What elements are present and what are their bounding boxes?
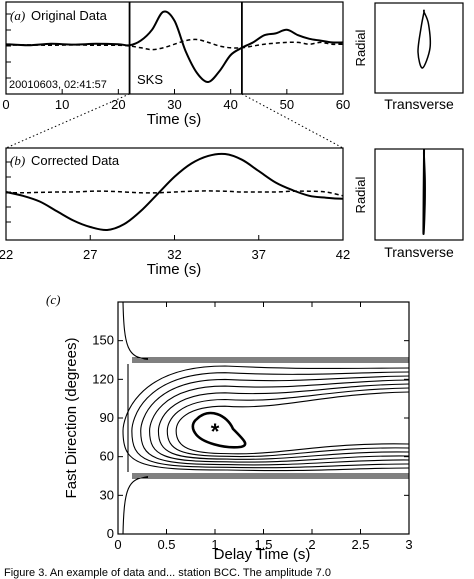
- contour-line: [131, 371, 410, 469]
- panel-c-y-label: Fast Direction (degrees): [63, 338, 80, 499]
- x-tick-label: 27: [83, 247, 97, 262]
- x-tick-label: 0.5: [157, 537, 175, 552]
- panel-a-transverse-trace: [5, 38, 344, 51]
- contour-line: [122, 365, 410, 472]
- contour-line: [149, 379, 410, 463]
- y-tick-label: 30: [100, 487, 114, 502]
- contour-line: [157, 383, 410, 460]
- panel-b-letter: (b): [10, 153, 25, 168]
- panel-b-radial-trace: [5, 152, 344, 232]
- panel-a-particle-motion: Radial Transverse: [353, 2, 464, 112]
- panel-b-x-label: Time (s): [147, 261, 201, 278]
- panel-b-particle-motion: Radial Transverse: [353, 148, 464, 260]
- panel-a: 0 10 20 30 40 50 60 (a) Original Data 20010603…: [2, 1, 350, 128]
- inset-a-y-label: Radial: [353, 29, 368, 66]
- contour-line: [122, 301, 149, 360]
- inset-b-motion-curve: [422, 148, 426, 235]
- panel-a-radial-trace: [5, 10, 344, 83]
- contour-line: [175, 391, 410, 455]
- panel-a-x-ticks: 0 10 20 30 40 50 60: [2, 13, 350, 112]
- inset-a-motion-curve: [417, 9, 432, 69]
- panel-c: 0 0.5 1 1.5 2 2.5 3 0 30 60 90 120 150 * (c) Delay …: [46, 292, 413, 563]
- panel-a-x-label: Time (s): [147, 111, 201, 128]
- x-tick-label: 0: [2, 97, 9, 112]
- x-tick-label: 3: [405, 537, 412, 552]
- panel-b-x-ticks: 22 27 32 37 42: [0, 161, 350, 262]
- x-tick-label: 40: [223, 97, 237, 112]
- y-tick-label: 0: [107, 526, 114, 541]
- sks-phase-label: SKS: [137, 72, 163, 87]
- inset-a-frame: [374, 2, 464, 94]
- x-tick-label: 2: [308, 537, 315, 552]
- x-tick-label: 10: [55, 97, 69, 112]
- panel-c-x-label: Delay Time (s): [214, 546, 311, 563]
- panel-c-y-ticks: 0 30 60 90 120 150: [92, 333, 409, 541]
- zoom-connector-left: [5, 93, 130, 149]
- inset-b-x-label: Transverse: [384, 244, 454, 260]
- x-tick-label: 60: [336, 97, 350, 112]
- panel-a-title: Original Data: [31, 8, 108, 23]
- panel-c-letter: (c): [46, 292, 60, 307]
- panel-c-x-ticks: 0 0.5 1 1.5 2 2.5 3: [114, 302, 413, 552]
- zoom-connector-right: [241, 93, 344, 149]
- contour-line: [166, 387, 410, 458]
- contour-line: [140, 375, 410, 466]
- panel-b-title: Corrected Data: [31, 153, 120, 168]
- best-fit-marker: *: [211, 419, 220, 444]
- x-tick-label: 37: [252, 247, 266, 262]
- figure-caption: Figure 3. An example of data and... stat…: [4, 567, 331, 579]
- y-tick-label: 90: [100, 410, 114, 425]
- contour-lines: [122, 301, 410, 535]
- contour-line: [122, 476, 149, 535]
- x-tick-label: 42: [336, 247, 350, 262]
- x-tick-label: 1: [211, 537, 218, 552]
- panel-a-letter: (a): [10, 8, 25, 23]
- inset-b-frame: [374, 148, 464, 241]
- x-tick-label: 50: [280, 97, 294, 112]
- x-tick-label: 32: [167, 247, 181, 262]
- panel-b-transverse-trace: [6, 190, 344, 197]
- confidence-contour: [191, 411, 247, 449]
- x-tick-label: 1.5: [254, 537, 272, 552]
- y-tick-label: 120: [92, 371, 114, 386]
- y-tick-label: 150: [92, 333, 114, 348]
- inset-b-y-label: Radial: [353, 176, 368, 213]
- y-tick-label: 60: [100, 449, 114, 464]
- x-tick-label: 30: [167, 97, 181, 112]
- panel-b: 22 27 32 37 42 (b) Corrected Data Time (s): [0, 147, 350, 278]
- x-tick-label: 2.5: [351, 537, 369, 552]
- inset-a-x-label: Transverse: [384, 96, 454, 112]
- x-tick-label: 0: [114, 537, 121, 552]
- x-tick-label: 22: [0, 247, 13, 262]
- event-timestamp: 20010603, 02:41:57: [9, 79, 107, 91]
